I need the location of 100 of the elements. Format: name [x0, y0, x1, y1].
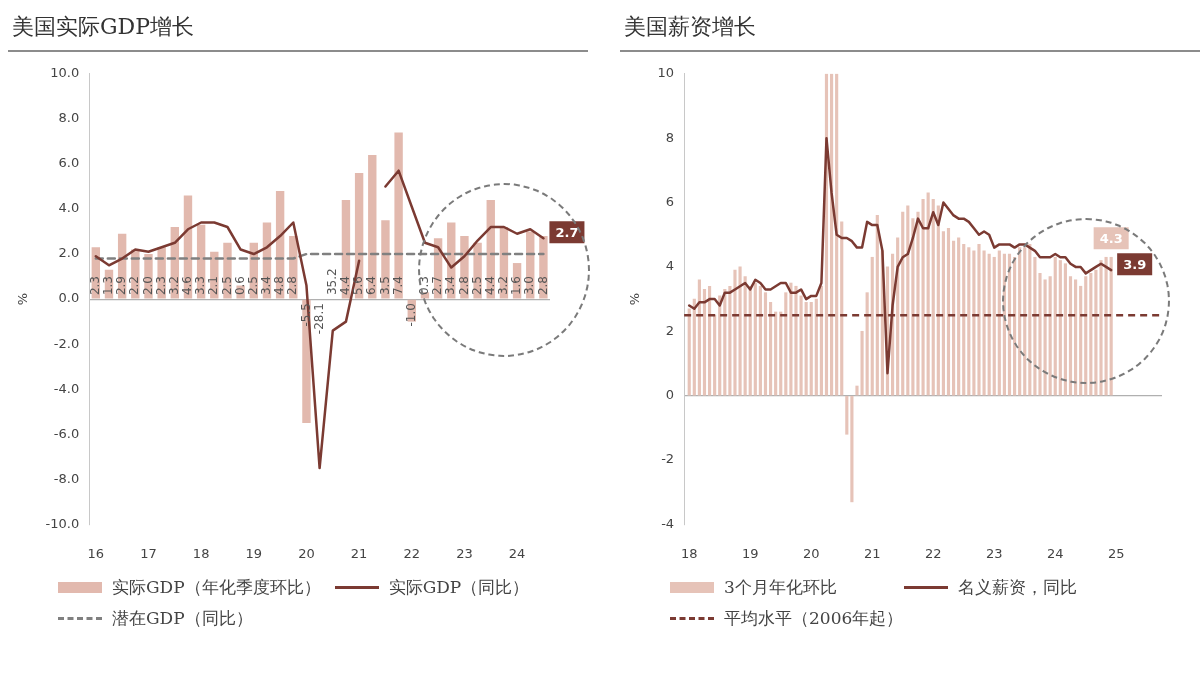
data-label: 3.5 [377, 276, 392, 296]
x-tick-label: 22 [924, 545, 942, 561]
x-tick-label: 23 [985, 545, 1003, 561]
data-label: 2.5 [469, 276, 484, 296]
x-tick-label: 23 [456, 545, 473, 561]
x-tick-label: 18 [680, 545, 698, 561]
data-label: -5.5 [298, 303, 313, 327]
y-tick-label: 4 [665, 258, 675, 274]
data-label: 2.8 [535, 276, 550, 296]
bar [381, 220, 390, 299]
y-tick-label: 8 [665, 129, 675, 145]
bar [972, 250, 976, 396]
bar [967, 247, 971, 396]
bar [394, 132, 403, 299]
bar [743, 276, 747, 396]
data-label: 2.3 [153, 276, 168, 296]
bar [906, 205, 910, 396]
bar [1089, 273, 1093, 396]
y-axis-title: % [15, 292, 31, 306]
bar [687, 308, 691, 396]
y-tick-label: -2.0 [53, 335, 80, 351]
x-tick-label: 21 [863, 545, 881, 561]
bar [1094, 269, 1098, 396]
bar [1023, 247, 1027, 396]
bar [1068, 276, 1073, 396]
text: 35.2 [324, 268, 339, 296]
data-label: 3.4 [443, 276, 458, 296]
bar [728, 285, 732, 396]
y-tick-label: 0 [665, 387, 675, 403]
bar [713, 314, 717, 396]
data-label: 3.9 [1123, 256, 1147, 272]
data-label: 2.7 [430, 276, 445, 296]
bar [840, 221, 844, 396]
bar [1109, 256, 1113, 396]
chart-title: 美国薪资增长 [620, 8, 1200, 52]
bar [850, 395, 854, 503]
bar [997, 250, 1001, 396]
bar [702, 289, 707, 396]
y-tick-label: 10.0 [50, 65, 80, 81]
y-tick-label: 2 [665, 322, 675, 338]
bar [941, 231, 945, 396]
data-label: 5.6 [351, 276, 366, 296]
x-tick-label: 19 [741, 545, 759, 561]
y-tick-label: 4.0 [58, 200, 80, 216]
data-label: 3.3 [193, 276, 208, 296]
bar [1099, 260, 1103, 396]
bar [1063, 263, 1067, 396]
data-label: 2.5 [245, 276, 260, 296]
data-label: 7.4 [390, 276, 405, 296]
bar [1079, 285, 1083, 396]
data-label: 1.6 [509, 276, 524, 296]
y-tick-label: -10.0 [45, 515, 80, 531]
data-label: 0.6 [232, 276, 247, 296]
legend-label: 潜在GDP（同比） [112, 607, 253, 630]
bar [1104, 256, 1108, 396]
bar [951, 240, 956, 396]
y-tick-label: 2.0 [58, 245, 80, 261]
bar [763, 292, 768, 396]
bar [779, 311, 783, 396]
bar [992, 256, 996, 396]
x-tick-label: 22 [403, 545, 421, 561]
legend-label: 平均水平（2006年起） [724, 607, 904, 630]
y-axis-title: % [627, 292, 643, 306]
bar [804, 301, 808, 396]
bar [748, 285, 752, 396]
data-label: 2.8 [285, 276, 300, 296]
bar [957, 237, 961, 396]
bar [901, 211, 905, 396]
bar [1084, 276, 1088, 396]
data-label: 2.3 [87, 276, 102, 296]
data-label: 3.2 [166, 276, 181, 296]
y-tick-label: -4.0 [53, 380, 80, 396]
x-tick-label: 20 [802, 545, 820, 561]
bar [946, 227, 951, 396]
bar [835, 73, 839, 396]
x-tick-label: 24 [508, 545, 526, 561]
chart-title: 美国实际GDP增长 [8, 8, 588, 52]
data-label: 3.4 [259, 276, 274, 296]
bar [768, 301, 773, 396]
x-tick-label: 17 [140, 545, 157, 561]
data-label: 2.0 [140, 276, 155, 296]
x-tick-label: 24 [1046, 545, 1064, 561]
bar [845, 395, 849, 435]
bar [1033, 256, 1037, 396]
bar [1074, 279, 1078, 396]
bar [758, 285, 762, 396]
x-tick-label: 25 [1107, 545, 1125, 561]
bar [1048, 276, 1052, 396]
bar [936, 205, 940, 396]
bar [1028, 244, 1032, 396]
legend-label: 3个月年化环比 [724, 576, 837, 599]
bar [707, 285, 712, 396]
bar [753, 282, 757, 396]
bar [774, 311, 778, 396]
text: -28.1 [311, 303, 326, 335]
bar [926, 192, 930, 396]
x-tick-label: 16 [87, 545, 105, 561]
bar [987, 253, 991, 396]
bar [1053, 256, 1057, 396]
data-label: 2.2 [127, 276, 142, 296]
